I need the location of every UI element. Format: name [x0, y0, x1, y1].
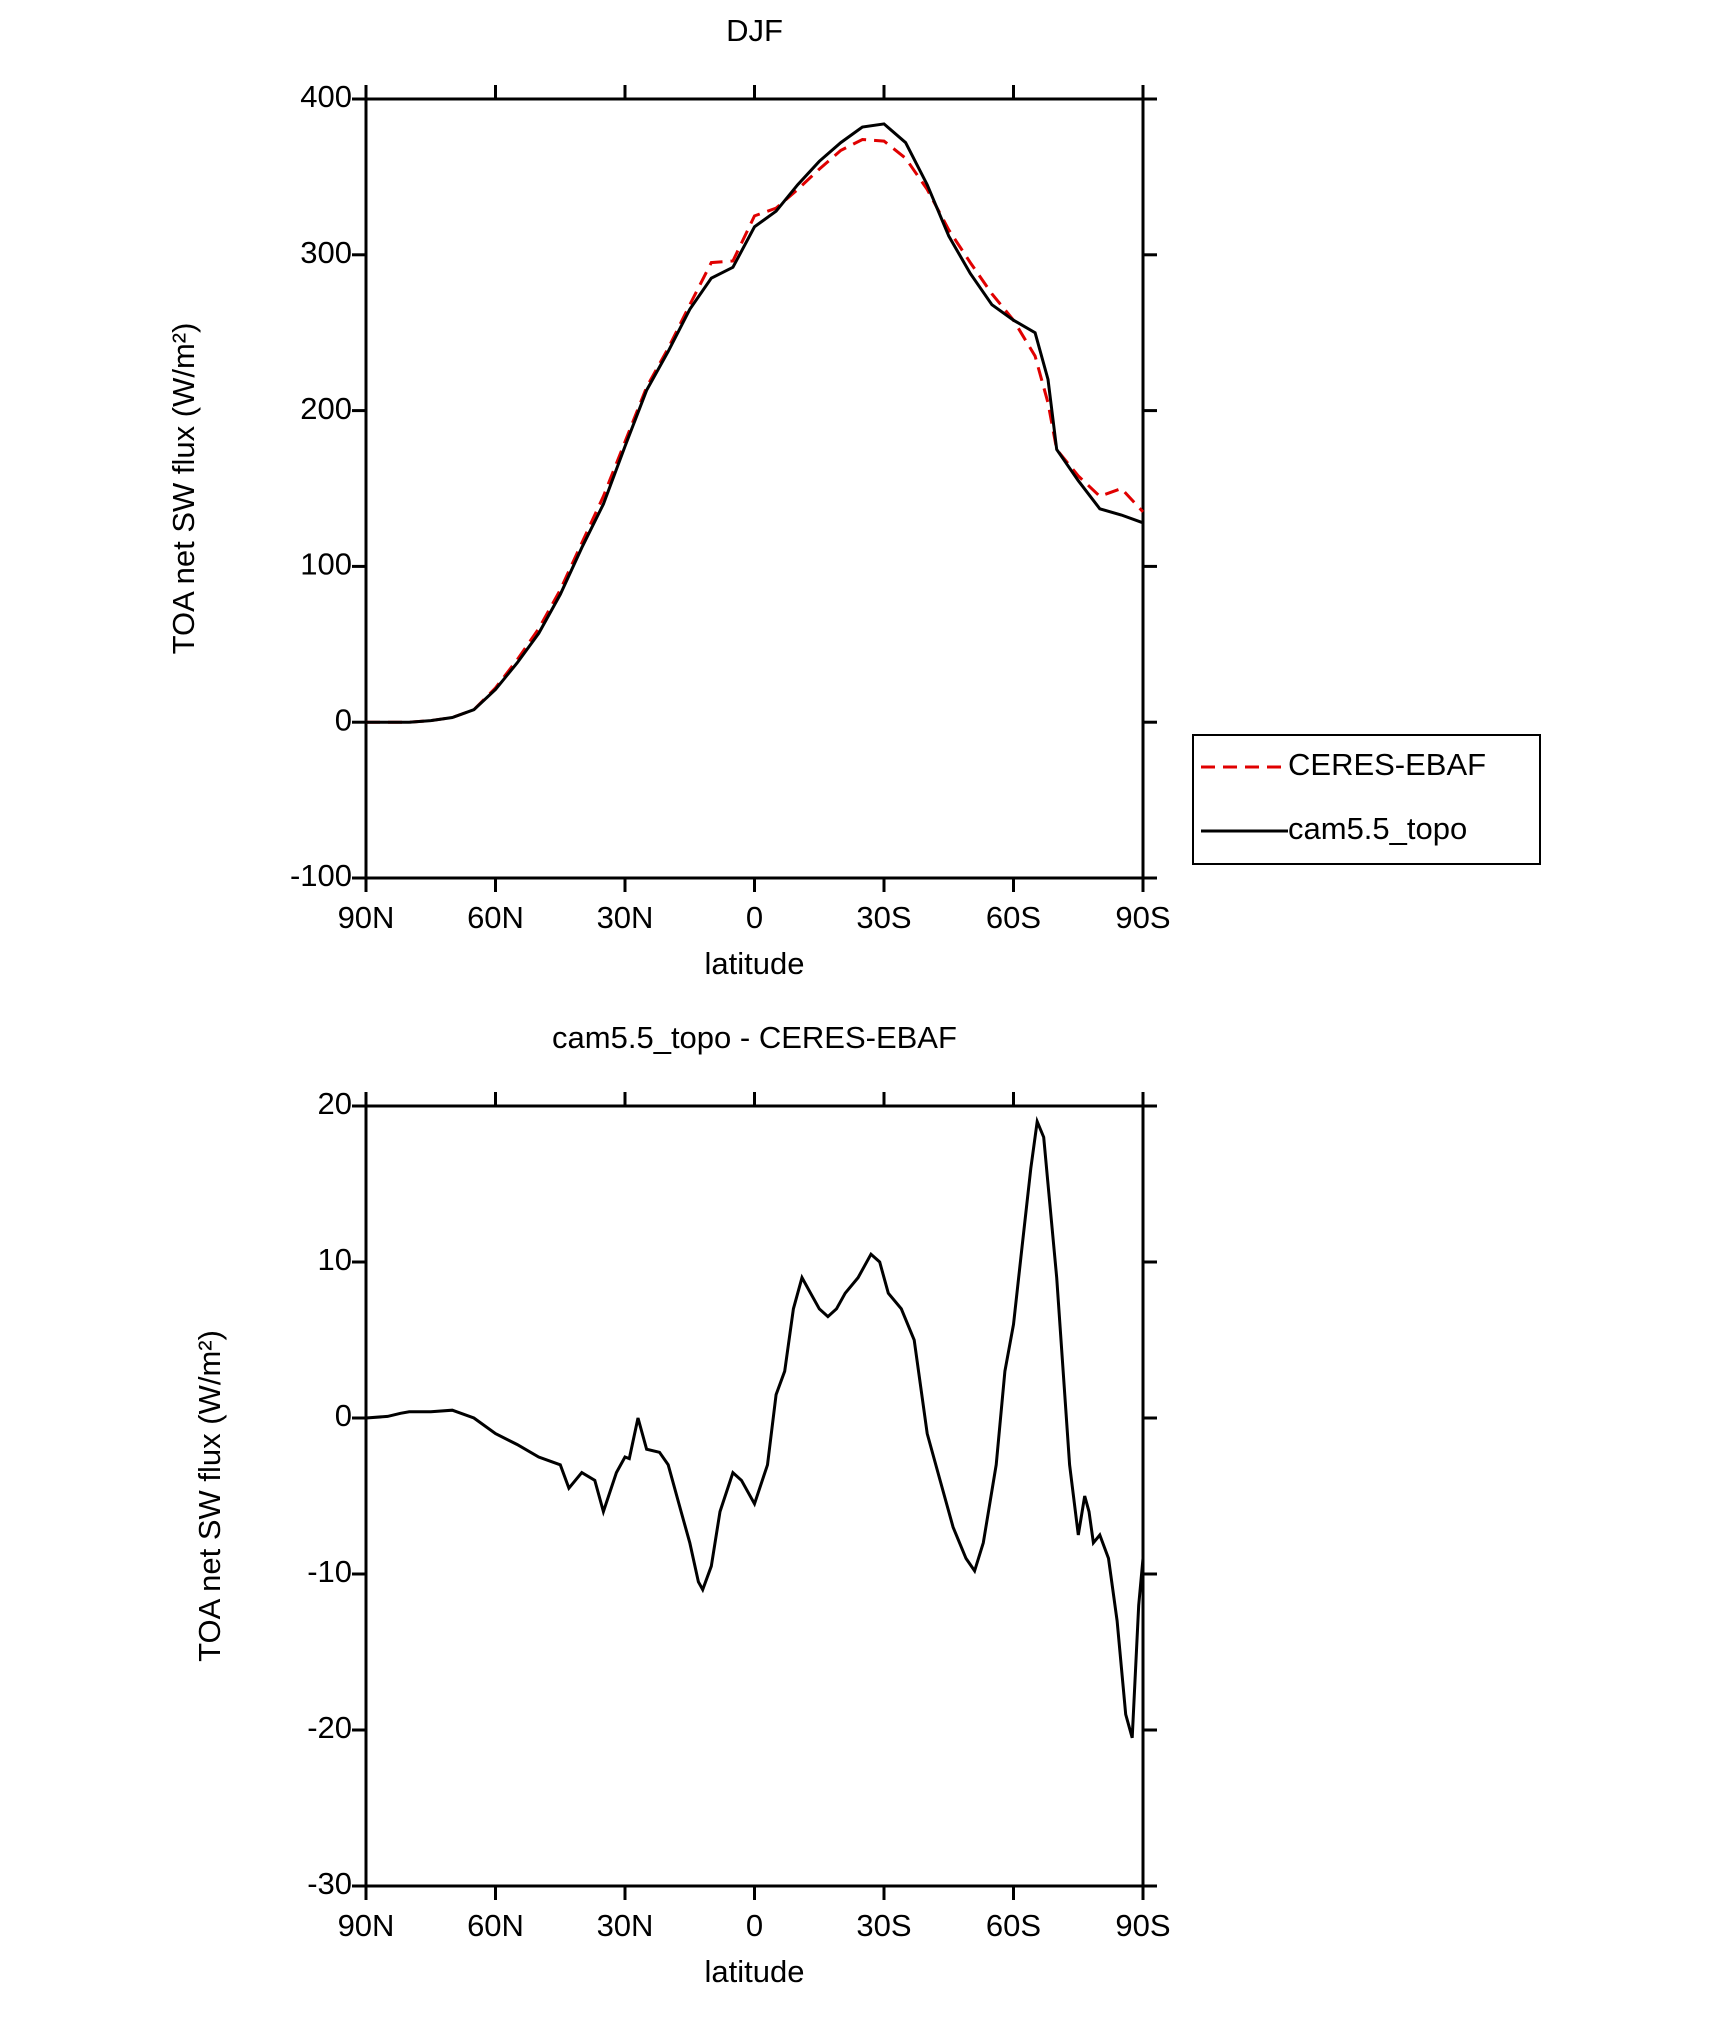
plot-frame [364, 1104, 1145, 1888]
x-tick-label: 0 [746, 1908, 763, 1943]
y-axis-label: TOA net SW flux (W/m²) [192, 1330, 227, 1662]
data-line [366, 122, 1144, 724]
x-tick-label: 30S [856, 1908, 911, 1943]
legend-label: cam5.5_topo [1288, 811, 1467, 846]
y-tick-label: -100 [290, 858, 352, 893]
y-tick-label: 100 [300, 547, 352, 582]
x-tick-label: 60N [467, 1908, 524, 1943]
data-line [365, 1115, 1145, 1739]
x-tick-label: 0 [746, 900, 763, 935]
y-tick-label: 0 [335, 1398, 352, 1433]
x-tick-label: 60S [986, 900, 1041, 935]
x-axis-label: latitude [705, 1954, 805, 1989]
y-tick-label: 400 [300, 79, 352, 114]
y-tick-label: 300 [300, 235, 352, 270]
chart-title: DJF [726, 13, 783, 48]
legend-box [1192, 734, 1541, 865]
y-tick-label: 10 [318, 1242, 352, 1277]
x-tick-label: 90N [338, 1908, 395, 1943]
x-tick-label: 90S [1115, 1908, 1170, 1943]
y-tick-label: -20 [307, 1710, 352, 1745]
x-tick-label: 30S [856, 900, 911, 935]
x-axis-label: latitude [705, 946, 805, 981]
chart-title: cam5.5_topo - CERES-EBAF [552, 1020, 957, 1055]
y-axis-label: TOA net SW flux (W/m²) [166, 323, 201, 655]
x-tick-label: 60S [986, 1908, 1041, 1943]
x-tick-label: 30N [597, 1908, 654, 1943]
x-tick-label: 90N [338, 900, 395, 935]
x-tick-label: 90S [1115, 900, 1170, 935]
y-tick-label: 20 [318, 1086, 352, 1121]
x-tick-label: 30N [597, 900, 654, 935]
data-line [366, 137, 1145, 724]
y-tick-label: -10 [307, 1554, 352, 1589]
y-tick-label: 0 [335, 702, 352, 737]
x-tick-label: 60N [467, 900, 524, 935]
y-tick-label: -30 [307, 1866, 352, 1901]
y-tick-label: 200 [300, 391, 352, 426]
legend-label: CERES-EBAF [1288, 747, 1486, 782]
